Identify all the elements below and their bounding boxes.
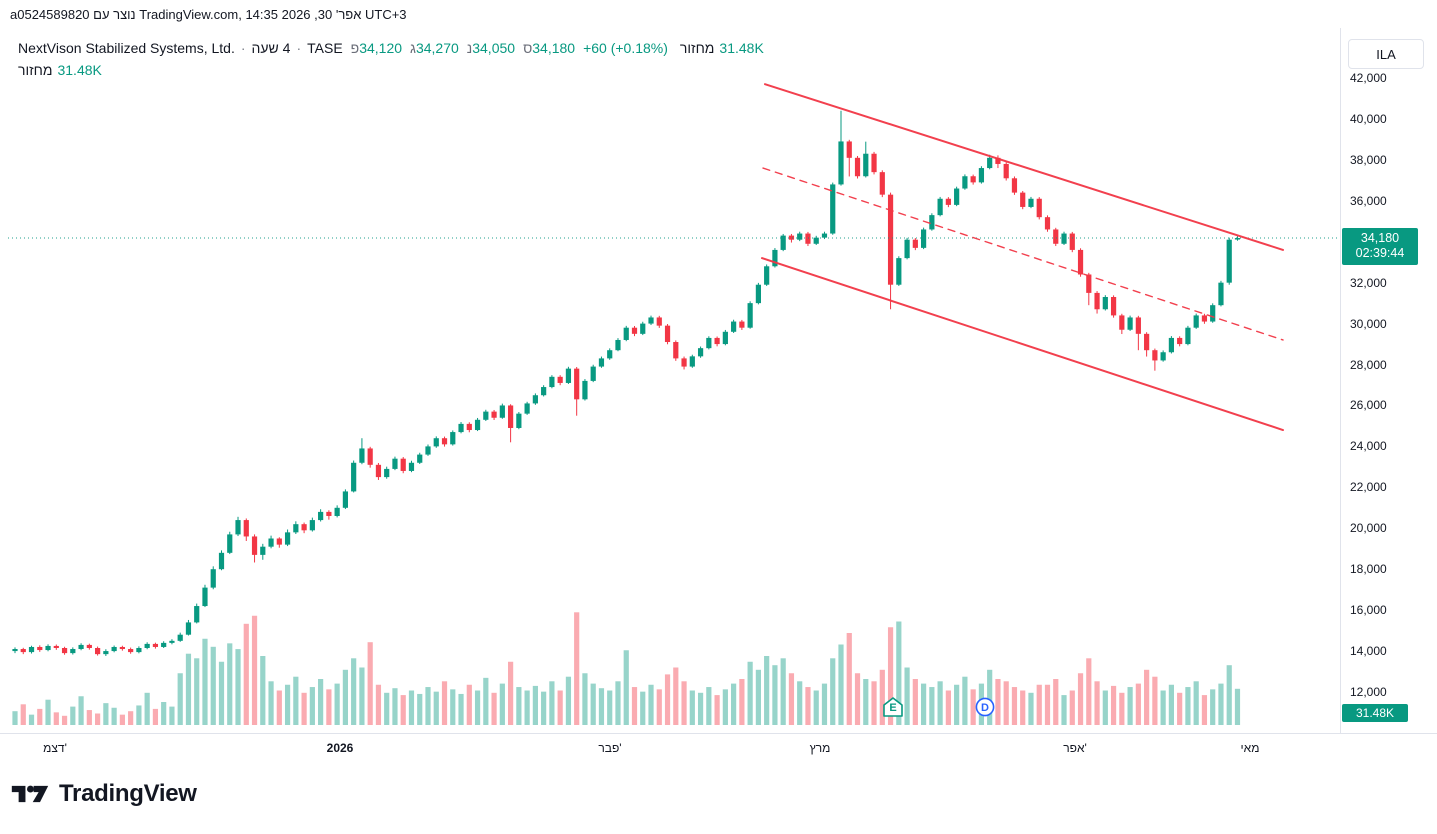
open-key: פ [350, 40, 360, 56]
change-value: +60 (+0.18%) [583, 40, 668, 56]
low-value: 34,050 [472, 40, 516, 56]
header-volume-label: מחזור [679, 40, 715, 56]
earnings-icon: E [883, 697, 903, 717]
price-tick-label: 22,000 [1350, 480, 1387, 495]
symbol-chip[interactable]: ILA [1348, 39, 1424, 69]
price-tick-label: 38,000 [1350, 152, 1387, 167]
volume-indicator-row: מחזור 31.48K [18, 62, 764, 78]
time-tick-label: 2026 [326, 741, 354, 755]
time-tick-label: אפר' [1063, 741, 1087, 755]
price-tick-label: 40,000 [1350, 111, 1387, 126]
header-volume-value: 31.48K [719, 40, 764, 56]
channel-lines[interactable] [761, 83, 1284, 432]
last-price-badge: 34,180 02:39:44 [1342, 228, 1418, 266]
tradingview-logo[interactable]: TradingView [10, 780, 197, 808]
high-key: ג [410, 40, 416, 56]
dividend-icon: D [975, 697, 995, 717]
price-tick-label: 16,000 [1350, 603, 1387, 618]
price-tick-label: 30,000 [1350, 316, 1387, 331]
svg-text:E: E [889, 702, 896, 714]
candles-layer [12, 110, 1241, 656]
interval-label[interactable]: 4 שעה [251, 40, 291, 56]
time-tick-label: פבר' [598, 741, 622, 755]
volume-indicator-label[interactable]: מחזור [18, 62, 53, 78]
volume-layer [12, 612, 1241, 725]
symbol-title[interactable]: NextVison Stabilized Systems, Ltd. [18, 40, 235, 56]
chart-area: NextVison Stabilized Systems, Ltd. · 4 ש… [0, 28, 1340, 733]
price-tick-label: 28,000 [1350, 357, 1387, 372]
price-chart-canvas[interactable] [0, 28, 1340, 733]
dividend-marker[interactable]: D [974, 696, 996, 718]
svg-text:D: D [981, 702, 989, 714]
earnings-marker[interactable]: E [882, 696, 904, 718]
attribution-text: a0524589820 נוצר עם TradingView.com, 14:… [10, 7, 407, 22]
price-tick-label: 36,000 [1350, 193, 1387, 208]
close-key: ס [523, 40, 533, 56]
price-tick-label: 42,000 [1350, 71, 1387, 85]
symbol-legend-row: NextVison Stabilized Systems, Ltd. · 4 ש… [18, 40, 764, 56]
tradingview-logo-icon [11, 785, 49, 803]
price-axis[interactable]: ILA 34,180 02:39:44 31.48K 42,000 40,000 3… [1340, 28, 1437, 733]
price-tick-label: 14,000 [1350, 644, 1387, 659]
separator-dot: · [240, 40, 246, 56]
last-price-value: 34,180 [1360, 231, 1400, 246]
separator-dot: · [296, 40, 302, 56]
time-axis[interactable]: דצמ' 2026 פבר' מרץ אפר' מאי [0, 733, 1437, 761]
bar-countdown: 02:39:44 [1355, 246, 1405, 261]
time-tick-label: דצמ' [43, 741, 67, 755]
chart-legend: NextVison Stabilized Systems, Ltd. · 4 ש… [18, 40, 764, 78]
volume-indicator-value: 31.48K [57, 62, 102, 78]
open-value: 34,120 [359, 40, 403, 56]
time-tick-label: מאי [1240, 741, 1260, 755]
time-tick-label: מרץ [809, 741, 831, 755]
price-tick-label: 32,000 [1350, 275, 1387, 290]
low-key: נ [466, 40, 473, 56]
volume-badge: 31.48K [1342, 704, 1408, 722]
tradingview-wordmark: TradingView [59, 780, 197, 807]
price-tick-label: 24,000 [1350, 439, 1387, 454]
price-tick-label: 12,000 [1350, 685, 1387, 699]
high-value: 34,270 [415, 40, 459, 56]
price-tick-label: 26,000 [1350, 398, 1387, 413]
exchange-label[interactable]: TASE [307, 40, 343, 56]
price-tick-label: 20,000 [1350, 521, 1387, 536]
price-tick-label: 18,000 [1350, 562, 1387, 577]
close-value: 34,180 [532, 40, 576, 56]
